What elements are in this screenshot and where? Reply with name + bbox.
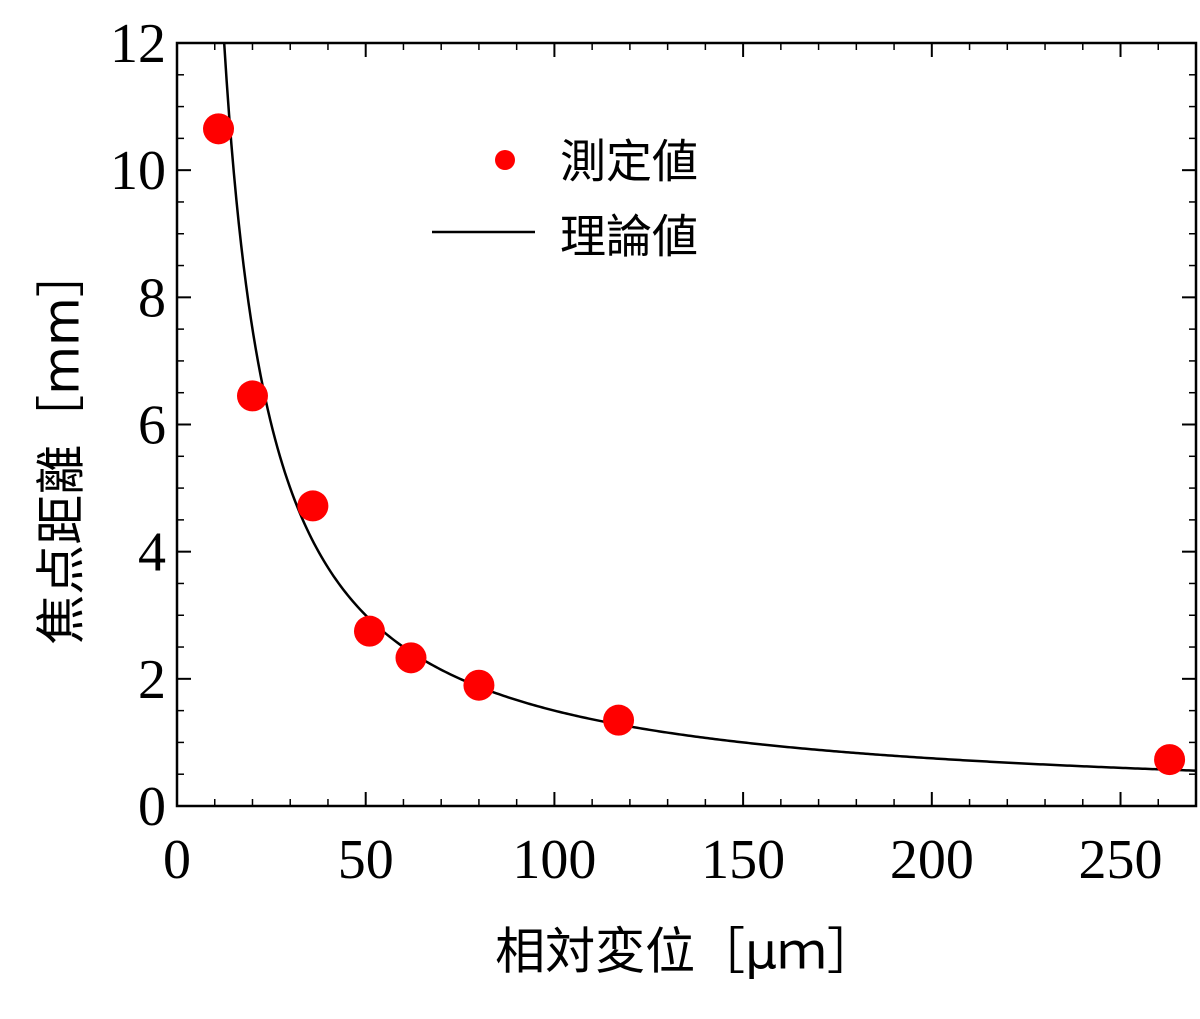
- measured-point: [603, 704, 635, 736]
- legend: 測定値 理論値: [432, 135, 698, 264]
- y-tick-label: 8: [138, 267, 166, 329]
- theory-curve: [222, 42, 1197, 772]
- x-axis-ticks: 0 50 100 150 200 250: [163, 43, 1163, 891]
- y-axis-title: 焦点距離［mm］: [33, 247, 91, 644]
- x-tick-label: 100: [512, 829, 596, 891]
- y-tick-label: 4: [138, 522, 166, 584]
- x-tick-label: 0: [163, 829, 191, 891]
- y-tick-label: 6: [138, 395, 166, 457]
- legend-label-theory: 理論値: [560, 210, 698, 264]
- measured-point: [203, 113, 235, 145]
- measured-point: [353, 615, 385, 647]
- measured-points-group: [203, 113, 1186, 776]
- measured-point: [1154, 744, 1186, 776]
- x-tick-label: 250: [1079, 829, 1163, 891]
- x-tick-label: 150: [701, 829, 785, 891]
- y-tick-label: 0: [138, 776, 166, 838]
- x-axis-title: 相対変位［μｍ］: [495, 923, 877, 981]
- y-tick-label: 10: [110, 140, 166, 202]
- theory-curve-group: [222, 42, 1197, 772]
- y-tick-label: 12: [110, 13, 166, 75]
- measured-point: [395, 642, 427, 674]
- y-tick-label: 2: [138, 649, 166, 711]
- x-tick-label: 50: [338, 829, 394, 891]
- y-axis-ticks: 0 2 4 6 8 10 12: [110, 13, 1196, 838]
- x-tick-label: 200: [890, 829, 974, 891]
- legend-label-measured: 測定値: [560, 135, 698, 189]
- measured-point: [463, 669, 495, 701]
- measured-point: [236, 380, 268, 412]
- legend-marker-measured: [495, 150, 515, 170]
- measured-point: [297, 490, 329, 522]
